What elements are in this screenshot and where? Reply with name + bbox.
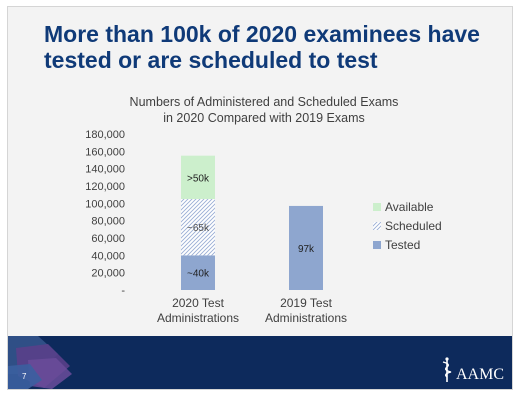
bar-segment-tested bbox=[289, 205, 323, 290]
data-label: ~65k bbox=[187, 223, 210, 234]
aamc-logo: AAMC bbox=[440, 357, 504, 383]
y-tick-label: 140,000 bbox=[85, 164, 125, 176]
data-label: 97k bbox=[298, 244, 315, 255]
slide-title: More than 100k of 2020 examinees have te… bbox=[44, 21, 480, 73]
legend-label-available: Available bbox=[385, 200, 434, 214]
decorative-cube-graphic bbox=[8, 336, 72, 389]
bar-segment-available bbox=[181, 155, 215, 199]
legend-swatch-tested bbox=[373, 241, 381, 249]
page-number: 7 bbox=[22, 372, 27, 381]
y-tick-label: 120,000 bbox=[85, 181, 125, 193]
chart-title-line: in 2020 Compared with 2019 Exams bbox=[163, 111, 365, 125]
x-category-label: Administrations bbox=[157, 311, 239, 325]
logo-text: AAMC bbox=[455, 366, 504, 383]
x-category-label: Administrations bbox=[265, 311, 347, 325]
y-tick-label: 160,000 bbox=[85, 146, 125, 158]
legend-label-tested: Tested bbox=[385, 238, 420, 252]
y-tick-label: 20,000 bbox=[91, 268, 125, 280]
x-category-label: 2019 Test bbox=[280, 296, 332, 310]
legend-label-scheduled: Scheduled bbox=[385, 219, 442, 233]
y-tick-label: - bbox=[121, 285, 125, 297]
footer-bar: 7 AAMC bbox=[8, 336, 512, 389]
data-label: >50k bbox=[187, 173, 210, 184]
legend-swatch-available bbox=[373, 203, 381, 211]
legend-swatch-scheduled bbox=[373, 222, 381, 230]
x-category-label: 2020 Test bbox=[172, 296, 224, 310]
data-label: ~40k bbox=[187, 269, 210, 280]
bar-segment-tested bbox=[181, 255, 215, 290]
y-tick-label: 80,000 bbox=[91, 216, 125, 228]
slide: More than 100k of 2020 examinees have te… bbox=[7, 6, 513, 390]
y-tick-label: 40,000 bbox=[91, 250, 125, 262]
y-tick-label: 180,000 bbox=[85, 129, 125, 141]
bar-segment-scheduled bbox=[181, 199, 215, 256]
y-tick-label: 60,000 bbox=[91, 233, 125, 245]
stacked-bar-chart: Numbers of Administered and Scheduled Ex… bbox=[85, 95, 442, 325]
y-tick-label: 100,000 bbox=[85, 198, 125, 210]
chart-title-line: Numbers of Administered and Scheduled Ex… bbox=[130, 95, 399, 109]
caduceus-icon bbox=[442, 357, 452, 382]
